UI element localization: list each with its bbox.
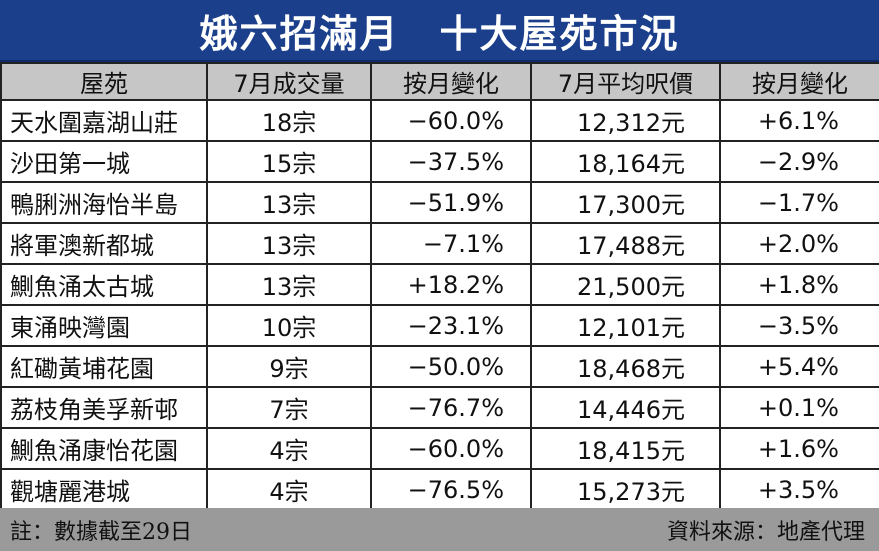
- estate-name: 鰂魚涌太古城: [0, 263, 208, 306]
- estate-name: 鴨脷洲海怡半島: [0, 181, 208, 224]
- price-change-cell: −3.5%: [719, 304, 879, 347]
- volume-change-cell: +18.2%: [370, 263, 532, 306]
- avg-price-cell: 18,415元: [530, 427, 721, 470]
- volume-cell: 18宗: [206, 99, 372, 142]
- avg-price-cell: 18,164元: [530, 140, 721, 183]
- volume-change-cell: −23.1%: [370, 304, 532, 347]
- table-row: 觀塘麗港城 4宗 −76.5% 15,273元 +3.5%: [0, 468, 879, 511]
- price-change-cell: +1.8%: [719, 263, 879, 306]
- volume-change-cell: −50.0%: [370, 345, 532, 388]
- price-change-cell: +0.1%: [719, 386, 879, 429]
- price-change-cell: +6.1%: [719, 99, 879, 142]
- header-volume-change: 按月變化: [370, 62, 532, 101]
- title-bar: 娥六招滿月 十大屋苑市況: [0, 0, 879, 62]
- header-row: 屋苑 7月成交量 按月變化 7月平均呎價 按月變化: [0, 62, 879, 101]
- table-row: 鰂魚涌康怡花園 4宗 −60.0% 18,415元 +1.6%: [0, 427, 879, 470]
- avg-price-cell: 21,500元: [530, 263, 721, 306]
- header-volume: 7月成交量: [206, 62, 372, 101]
- price-change-cell: +5.4%: [719, 345, 879, 388]
- avg-price-cell: 12,101元: [530, 304, 721, 347]
- estate-table: 屋苑 7月成交量 按月變化 7月平均呎價 按月變化 天水圍嘉湖山莊 18宗 −6…: [0, 62, 879, 511]
- footer-bar: 註：數據截至29日 資料來源：地產代理: [0, 508, 879, 551]
- volume-change-cell: −37.5%: [370, 140, 532, 183]
- table-row: 鰂魚涌太古城 13宗 +18.2% 21,500元 +1.8%: [0, 263, 879, 306]
- estate-name: 紅磡黃埔花園: [0, 345, 208, 388]
- volume-cell: 15宗: [206, 140, 372, 183]
- footer-source: 資料來源：地產代理: [666, 519, 865, 545]
- avg-price-cell: 14,446元: [530, 386, 721, 429]
- estate-name: 觀塘麗港城: [0, 468, 208, 511]
- header-price-change: 按月變化: [719, 62, 879, 101]
- estate-name: 天水圍嘉湖山莊: [0, 99, 208, 142]
- avg-price-cell: 12,312元: [530, 99, 721, 142]
- volume-cell: 4宗: [206, 427, 372, 470]
- avg-price-cell: 17,300元: [530, 181, 721, 224]
- table-row: 紅磡黃埔花園 9宗 −50.0% 18,468元 +5.4%: [0, 345, 879, 388]
- volume-cell: 4宗: [206, 468, 372, 511]
- header-avg-price: 7月平均呎價: [530, 62, 721, 101]
- header-estate: 屋苑: [0, 62, 208, 101]
- price-change-cell: +2.0%: [719, 222, 879, 265]
- volume-cell: 13宗: [206, 222, 372, 265]
- volume-cell: 9宗: [206, 345, 372, 388]
- table-row: 荔枝角美孚新邨 7宗 −76.7% 14,446元 +0.1%: [0, 386, 879, 429]
- avg-price-cell: 18,468元: [530, 345, 721, 388]
- volume-cell: 7宗: [206, 386, 372, 429]
- volume-change-cell: −51.9%: [370, 181, 532, 224]
- volume-cell: 13宗: [206, 263, 372, 306]
- volume-change-cell: −76.5%: [370, 468, 532, 511]
- estate-name: 鰂魚涌康怡花園: [0, 427, 208, 470]
- price-change-cell: +1.6%: [719, 427, 879, 470]
- avg-price-cell: 17,488元: [530, 222, 721, 265]
- table-row: 東涌映灣園 10宗 −23.1% 12,101元 −3.5%: [0, 304, 879, 347]
- table-row: 將軍澳新都城 13宗 −7.1% 17,488元 +2.0%: [0, 222, 879, 265]
- volume-cell: 10宗: [206, 304, 372, 347]
- table-row: 鴨脷洲海怡半島 13宗 −51.9% 17,300元 −1.7%: [0, 181, 879, 224]
- avg-price-cell: 15,273元: [530, 468, 721, 511]
- page-title: 娥六招滿月 十大屋苑市況: [199, 11, 680, 56]
- table-row: 沙田第一城 15宗 −37.5% 18,164元 −2.9%: [0, 140, 879, 183]
- estate-name: 沙田第一城: [0, 140, 208, 183]
- price-change-cell: −1.7%: [719, 181, 879, 224]
- price-change-cell: +3.5%: [719, 468, 879, 511]
- volume-cell: 13宗: [206, 181, 372, 224]
- estate-name: 東涌映灣園: [0, 304, 208, 347]
- volume-change-cell: −60.0%: [370, 427, 532, 470]
- price-change-cell: −2.9%: [719, 140, 879, 183]
- volume-change-cell: −7.1%: [370, 222, 532, 265]
- volume-change-cell: −60.0%: [370, 99, 532, 142]
- estate-name: 將軍澳新都城: [0, 222, 208, 265]
- estate-name: 荔枝角美孚新邨: [0, 386, 208, 429]
- footer-note: 註：數據截至29日: [10, 519, 192, 545]
- volume-change-cell: −76.7%: [370, 386, 532, 429]
- table-row: 天水圍嘉湖山莊 18宗 −60.0% 12,312元 +6.1%: [0, 99, 879, 142]
